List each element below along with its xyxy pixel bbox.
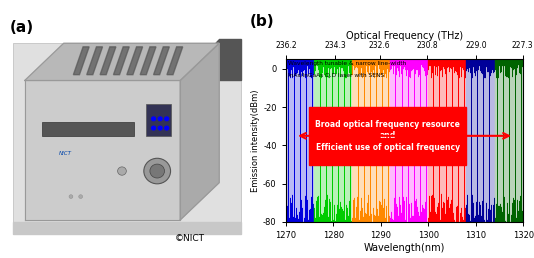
Bar <box>428 59 466 222</box>
Circle shape <box>158 126 162 130</box>
Bar <box>390 59 428 222</box>
Polygon shape <box>180 43 219 220</box>
Polygon shape <box>87 47 103 75</box>
Text: InAs/InGaAs Q.D laser with SENS: InAs/InGaAs Q.D laser with SENS <box>288 72 384 77</box>
Polygon shape <box>140 47 156 75</box>
Text: NICT: NICT <box>59 151 72 156</box>
Circle shape <box>150 164 164 178</box>
Circle shape <box>78 195 83 198</box>
Text: Wavelength tunable & narrow line-width: Wavelength tunable & narrow line-width <box>288 61 406 66</box>
Polygon shape <box>113 47 129 75</box>
Circle shape <box>164 126 169 130</box>
Bar <box>314 59 352 222</box>
Bar <box>42 122 134 136</box>
Circle shape <box>152 117 155 121</box>
Polygon shape <box>73 47 89 75</box>
Text: Broad optical frequency resource
and
Efficient use of optical frequency: Broad optical frequency resource and Eff… <box>316 119 460 152</box>
Polygon shape <box>127 47 143 75</box>
Polygon shape <box>154 47 169 75</box>
Circle shape <box>164 117 169 121</box>
Circle shape <box>117 167 127 175</box>
Polygon shape <box>13 222 241 234</box>
X-axis label: Wavelength(nm): Wavelength(nm) <box>364 243 445 253</box>
Polygon shape <box>100 47 116 75</box>
Polygon shape <box>25 43 219 80</box>
Circle shape <box>144 158 170 184</box>
Polygon shape <box>167 47 183 75</box>
Bar <box>13 43 241 234</box>
Bar <box>286 59 314 222</box>
Polygon shape <box>25 80 180 220</box>
Text: (a): (a) <box>10 20 34 35</box>
Circle shape <box>158 117 162 121</box>
Bar <box>495 59 523 222</box>
Y-axis label: Emission intensity(dBm): Emission intensity(dBm) <box>252 89 260 192</box>
Bar <box>352 59 390 222</box>
X-axis label: Optical Frequency (THz): Optical Frequency (THz) <box>346 30 463 41</box>
Bar <box>466 59 495 222</box>
Text: ©NICT: ©NICT <box>175 234 205 243</box>
Bar <box>309 107 466 165</box>
Circle shape <box>69 195 73 198</box>
Polygon shape <box>180 39 241 80</box>
Circle shape <box>152 126 155 130</box>
Bar <box>146 104 170 136</box>
Text: (b): (b) <box>250 14 274 29</box>
